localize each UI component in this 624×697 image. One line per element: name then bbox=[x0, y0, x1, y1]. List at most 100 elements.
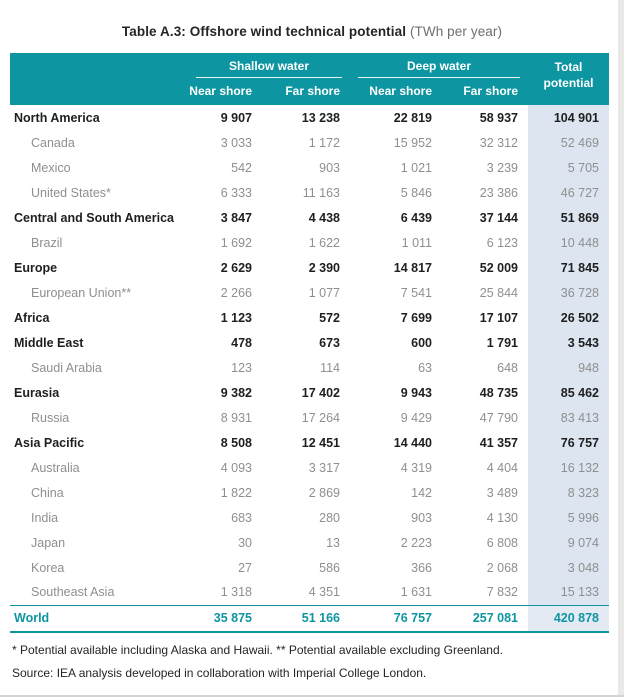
cell-deep-far-shore: 17 107 bbox=[479, 310, 518, 325]
cell-shallow-far-shore: 2 390 bbox=[308, 260, 340, 275]
cell-deep-near-shore: 14 440 bbox=[393, 435, 432, 450]
cell-deep-far-shore: 52 009 bbox=[479, 260, 518, 275]
cell-deep-near-shore: 6 439 bbox=[400, 210, 432, 225]
cell-shallow-near-shore: 2 629 bbox=[220, 260, 252, 275]
table-row: Saudi Arabia 123 114 63 648 948 bbox=[10, 355, 609, 380]
cell-shallow-near-shore: 30 bbox=[238, 535, 252, 550]
cell-deep-far-shore: 23 386 bbox=[479, 185, 518, 200]
row-label: World bbox=[10, 604, 188, 633]
cell-deep-far-shore: 7 832 bbox=[486, 585, 518, 600]
column-header-deep-near-shore: Near shore bbox=[350, 80, 442, 105]
table-row: Brazil 1 692 1 622 1 011 6 123 10 448 bbox=[10, 230, 609, 255]
row-label: Eurasia bbox=[14, 385, 60, 400]
table-row: India 683 280 903 4 130 5 996 bbox=[10, 505, 609, 530]
table-row: Korea 27 586 366 2 068 3 048 bbox=[10, 555, 609, 580]
cell-shallow-near-shore: 9 907 bbox=[220, 110, 252, 125]
row-label: Saudi Arabia bbox=[31, 360, 102, 375]
cell-deep-near-shore: 15 952 bbox=[393, 135, 432, 150]
cell-shallow-far-shore: 3 317 bbox=[308, 460, 340, 475]
row-label: Korea bbox=[31, 560, 65, 575]
cell-deep-far-shore: 2 068 bbox=[486, 560, 518, 575]
cell-shallow-near-shore: 123 bbox=[231, 360, 252, 375]
cell-shallow-far-shore: 586 bbox=[319, 560, 340, 575]
source-text: Source: IEA analysis developed in collab… bbox=[12, 666, 427, 680]
table-row: Mexico 542 903 1 021 3 239 5 705 bbox=[10, 155, 609, 180]
cell-shallow-near-shore: 2 266 bbox=[220, 285, 252, 300]
cell-shallow-near-shore: 6 333 bbox=[220, 185, 252, 200]
cell-shallow-far-shore: 4 438 bbox=[308, 210, 340, 225]
cell-shallow-far-shore: 4 351 bbox=[308, 585, 340, 600]
row-label: Mexico bbox=[31, 160, 71, 175]
table-body: North America 9 907 13 238 22 819 58 937 104 … bbox=[10, 105, 609, 633]
table-row: Africa 1 123 572 7 699 17 107 26 502 bbox=[10, 305, 609, 330]
cell-deep-near-shore: 63 bbox=[418, 360, 432, 375]
table-title-unit: (TWh per year) bbox=[409, 24, 503, 39]
cell-deep-near-shore: 366 bbox=[411, 560, 432, 575]
cell-deep-near-shore: 600 bbox=[411, 335, 432, 350]
group-header-shallow-water: Shallow water bbox=[188, 53, 350, 80]
cell-total-potential: 76 757 bbox=[528, 430, 609, 455]
footnote-text: * Potential available including Alaska a… bbox=[12, 643, 503, 657]
cell-shallow-far-shore: 17 402 bbox=[301, 385, 340, 400]
cell-deep-near-shore: 7 699 bbox=[400, 310, 432, 325]
row-label: Europe bbox=[14, 260, 58, 275]
cell-deep-far-shore: 648 bbox=[497, 360, 518, 375]
cell-shallow-far-shore: 13 bbox=[326, 535, 340, 550]
column-header-shallow-near-shore: Near shore bbox=[188, 80, 262, 105]
cell-deep-far-shore: 1 791 bbox=[486, 335, 518, 350]
cell-total-potential: 104 901 bbox=[528, 105, 609, 130]
table-row: United States* 6 333 11 163 5 846 23 386 46 7… bbox=[10, 180, 609, 205]
table-row: Middle East 478 673 600 1 791 3 543 bbox=[10, 330, 609, 355]
table-row: Canada 3 033 1 172 15 952 32 312 52 469 bbox=[10, 130, 609, 155]
cell-shallow-near-shore: 8 931 bbox=[220, 410, 252, 425]
cell-total-potential: 15 133 bbox=[528, 580, 609, 605]
row-label: Canada bbox=[31, 135, 75, 150]
row-label: Asia Pacific bbox=[14, 435, 85, 450]
cell-total-potential: 83 413 bbox=[528, 405, 609, 430]
table-notes: * Potential available including Alaska a… bbox=[12, 643, 614, 680]
table-row: Australia 4 093 3 317 4 319 4 404 16 132 bbox=[10, 455, 609, 480]
cell-total-potential: 26 502 bbox=[528, 305, 609, 330]
cell-total-potential: 52 469 bbox=[528, 130, 609, 155]
cell-deep-near-shore: 1 011 bbox=[401, 235, 432, 250]
row-label: United States* bbox=[31, 185, 111, 200]
table-row: Eurasia 9 382 17 402 9 943 48 735 85 462 bbox=[10, 380, 609, 405]
table-row: Central and South America 3 847 4 438 6 439… bbox=[10, 205, 609, 230]
table-title: Table A.3: Offshore wind technical poten… bbox=[10, 24, 614, 39]
row-label: Central and South America bbox=[14, 210, 174, 225]
cell-deep-far-shore: 37 144 bbox=[479, 210, 518, 225]
table-row: World 35 875 51 166 76 757 257 081 420 878 bbox=[10, 604, 609, 633]
cell-shallow-near-shore: 27 bbox=[238, 560, 252, 575]
column-header-shallow-far-shore: Far shore bbox=[262, 80, 350, 105]
cell-deep-near-shore: 9 429 bbox=[400, 410, 432, 425]
row-label: Middle East bbox=[14, 335, 84, 350]
row-label: Southeast Asia bbox=[31, 585, 115, 600]
page-edge-bottom bbox=[0, 695, 624, 697]
cell-shallow-far-shore: 1 622 bbox=[308, 235, 340, 250]
cell-shallow-near-shore: 3 847 bbox=[220, 210, 252, 225]
row-label: Russia bbox=[31, 410, 70, 425]
cell-deep-near-shore: 4 319 bbox=[400, 460, 432, 475]
cell-deep-far-shore: 4 130 bbox=[486, 510, 518, 525]
table-row: Europe 2 629 2 390 14 817 52 009 71 845 bbox=[10, 255, 609, 280]
cell-shallow-near-shore: 4 093 bbox=[220, 460, 252, 475]
cell-shallow-near-shore: 3 033 bbox=[220, 135, 252, 150]
cell-deep-near-shore: 1 631 bbox=[400, 585, 432, 600]
cell-deep-far-shore: 32 312 bbox=[479, 135, 518, 150]
cell-shallow-far-shore: 673 bbox=[319, 335, 340, 350]
page-edge-right bbox=[618, 0, 624, 697]
cell-deep-near-shore: 5 846 bbox=[400, 185, 432, 200]
row-label: Brazil bbox=[31, 235, 63, 250]
cell-deep-far-shore: 47 790 bbox=[479, 410, 518, 425]
cell-deep-near-shore: 142 bbox=[411, 485, 432, 500]
table-row: European Union** 2 266 1 077 7 541 25 844 36 … bbox=[10, 280, 609, 305]
cell-deep-near-shore: 9 943 bbox=[400, 385, 432, 400]
cell-deep-far-shore: 25 844 bbox=[479, 285, 518, 300]
cell-shallow-near-shore: 478 bbox=[231, 335, 252, 350]
cell-shallow-far-shore: 12 451 bbox=[301, 435, 340, 450]
cell-total-potential: 5 996 bbox=[528, 505, 609, 530]
table-row: North America 9 907 13 238 22 819 58 937 104 … bbox=[10, 105, 609, 130]
offshore-wind-potential-table: Shallow water Deep water Total potential… bbox=[10, 53, 609, 633]
cell-total-potential: 46 727 bbox=[528, 180, 609, 205]
column-header-total-potential: Total potential bbox=[528, 53, 609, 105]
